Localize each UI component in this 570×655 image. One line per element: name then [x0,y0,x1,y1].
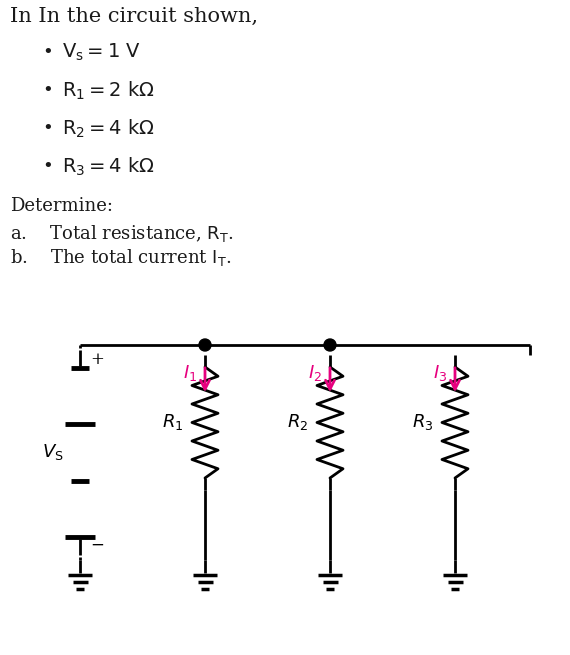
Text: In In the circuit shown,: In In the circuit shown, [10,7,258,26]
Text: $R_3$: $R_3$ [412,413,433,432]
Text: $\mathrm{R_3 = 4\ k\Omega}$: $\mathrm{R_3 = 4\ k\Omega}$ [62,156,155,178]
Text: •: • [42,157,53,175]
Text: $I_3$: $I_3$ [433,363,447,383]
Text: $R_2$: $R_2$ [287,413,308,432]
Text: −: − [90,536,104,553]
Text: +: + [90,352,104,369]
Circle shape [199,339,211,351]
Text: a.    Total resistance, $\mathrm{R_T}$.: a. Total resistance, $\mathrm{R_T}$. [10,223,234,244]
Text: Determine:: Determine: [10,197,113,215]
Text: •: • [42,119,53,137]
Text: $\mathrm{R_2 = 4\ k\Omega}$: $\mathrm{R_2 = 4\ k\Omega}$ [62,118,155,140]
Circle shape [324,339,336,351]
Text: $R_1$: $R_1$ [162,413,183,432]
Text: •: • [42,81,53,99]
Text: $\mathrm{V_s = 1\ V}$: $\mathrm{V_s = 1\ V}$ [62,42,141,64]
Text: $\mathrm{R_1 = 2\ k\Omega}$: $\mathrm{R_1 = 2\ k\Omega}$ [62,80,155,102]
Text: $V_{\rm S}$: $V_{\rm S}$ [42,443,64,462]
Text: •: • [42,43,53,61]
Text: $I_2$: $I_2$ [308,363,322,383]
Text: $I_1$: $I_1$ [183,363,197,383]
Text: b.    The total current $\mathrm{I_T}$.: b. The total current $\mathrm{I_T}$. [10,247,231,268]
